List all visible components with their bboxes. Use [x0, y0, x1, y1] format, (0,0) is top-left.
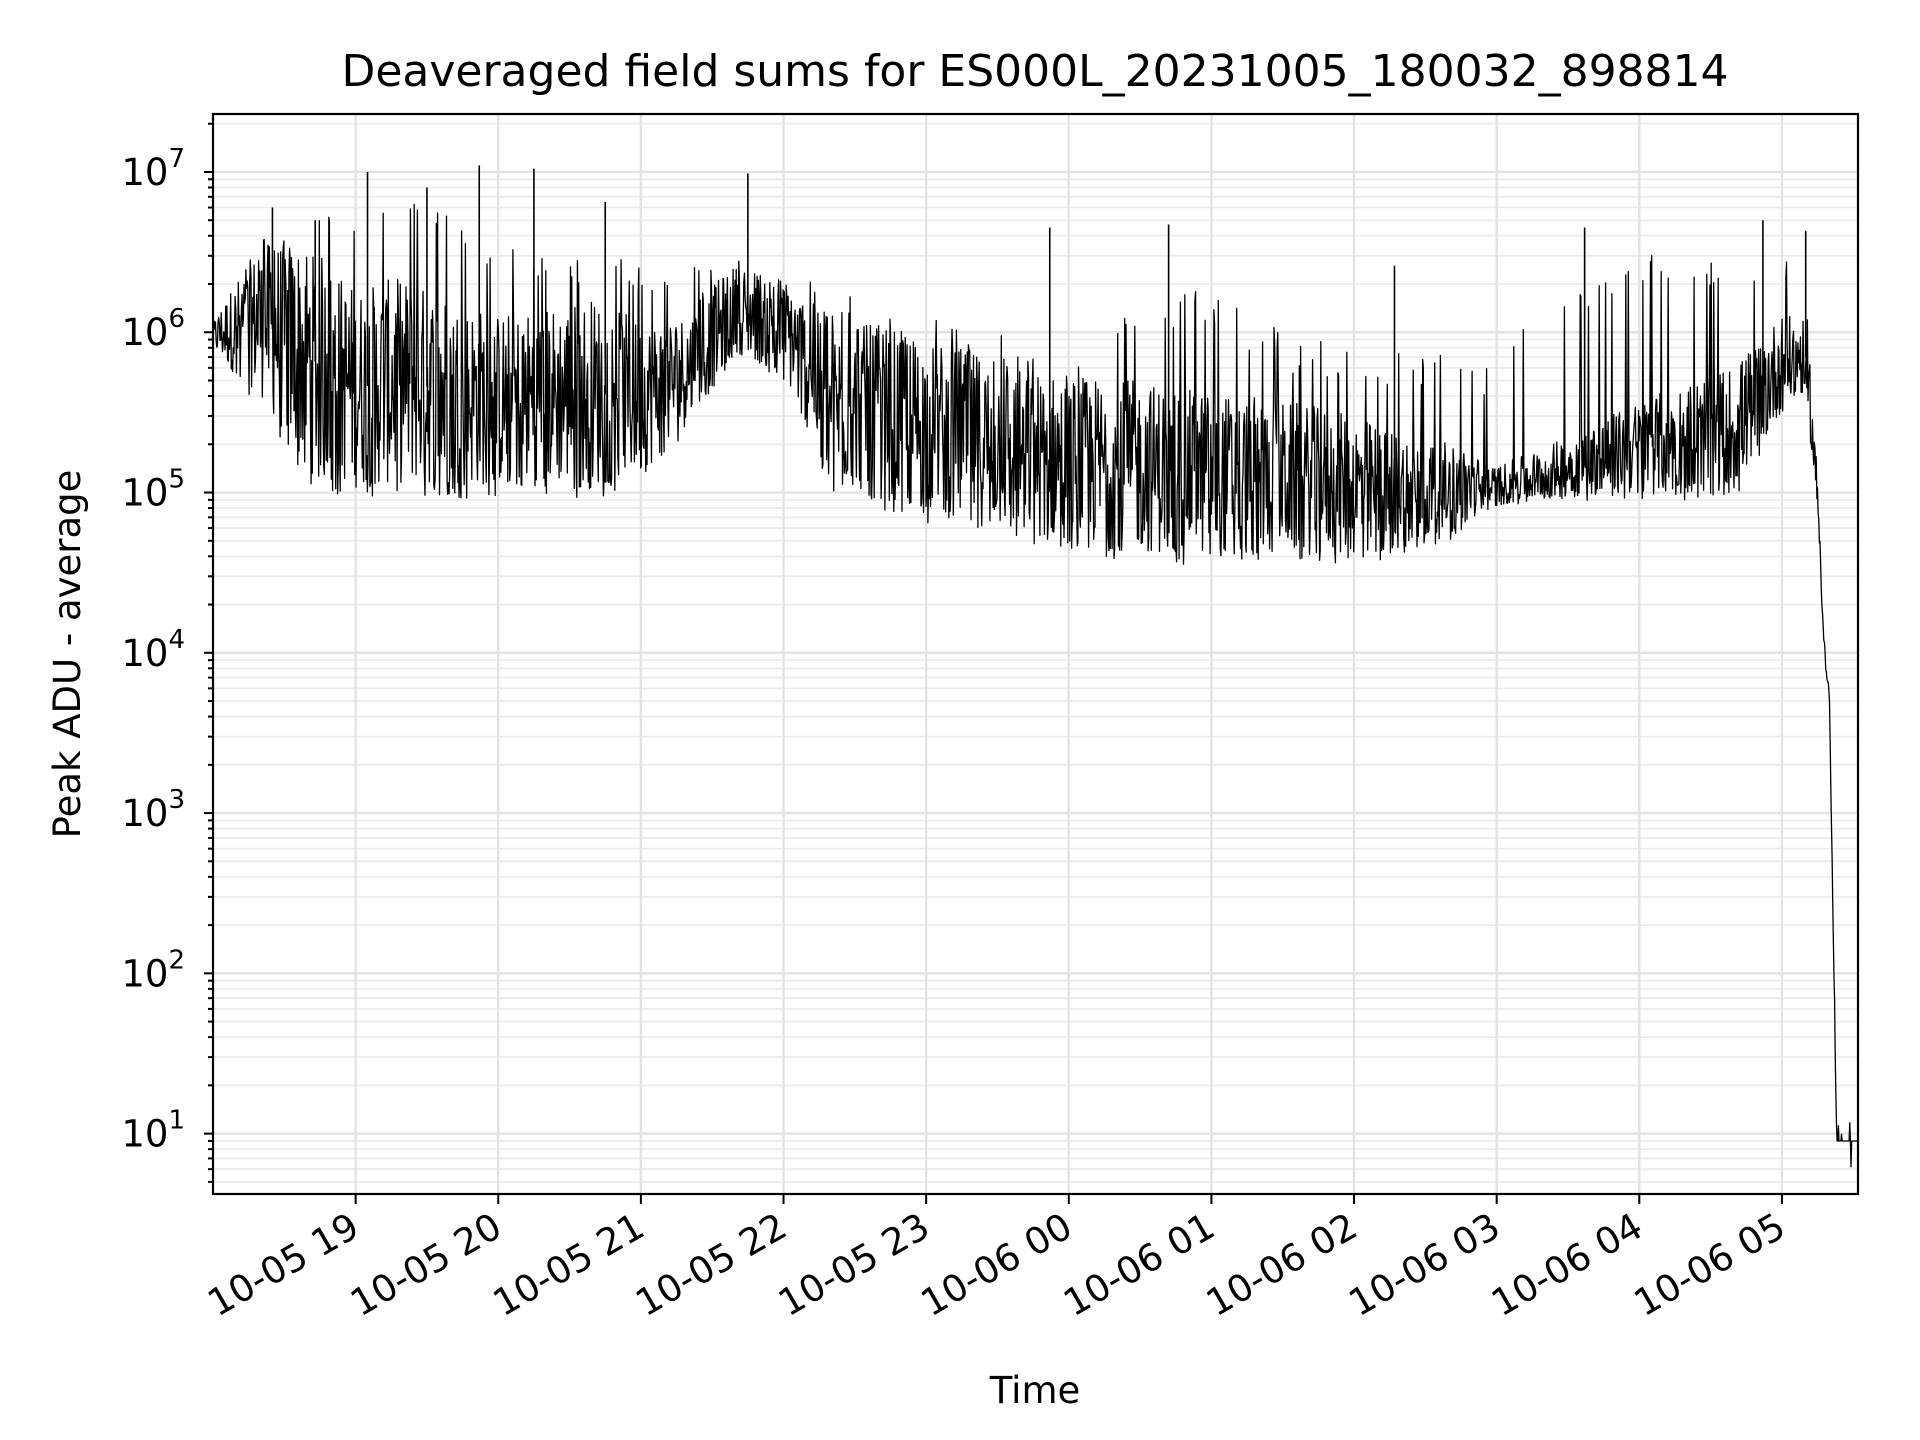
y-tick-exponent: 2: [168, 945, 185, 975]
y-tick-label: 106: [121, 304, 185, 354]
plot-series: [212, 165, 1859, 1168]
y-tick-base: 10: [121, 952, 168, 995]
y-tick-exponent: 1: [168, 1106, 185, 1136]
y-tick-base: 10: [121, 151, 168, 194]
x-axis-label: Time: [989, 1369, 1081, 1412]
y-tick-base: 10: [121, 1113, 168, 1156]
y-tick-base: 10: [121, 311, 168, 354]
y-tick-exponent: 5: [168, 465, 185, 495]
series-line: [212, 203, 1859, 1168]
y-tick-label: 101: [121, 1106, 185, 1156]
y-tick-exponent: 3: [168, 785, 185, 815]
y-tick-label: 103: [121, 785, 185, 835]
chart-title: Deaveraged field sums for ES000L_2023100…: [341, 46, 1728, 97]
y-tick-exponent: 6: [168, 304, 185, 334]
y-tick-label: 104: [121, 625, 185, 675]
y-tick-base: 10: [121, 792, 168, 835]
y-tick-exponent: 4: [168, 625, 185, 655]
y-tick-exponent: 7: [168, 144, 185, 174]
y-tick-label: 107: [121, 144, 185, 194]
y-tick-base: 10: [121, 632, 168, 675]
grid-lines: [213, 114, 1858, 1194]
y-tick-base: 10: [121, 472, 168, 515]
y-axis-label: Peak ADU - average: [46, 470, 89, 839]
y-tick-label: 102: [121, 945, 185, 995]
y-tick-label: 105: [121, 465, 185, 515]
plot-frame: [211, 112, 1860, 1196]
